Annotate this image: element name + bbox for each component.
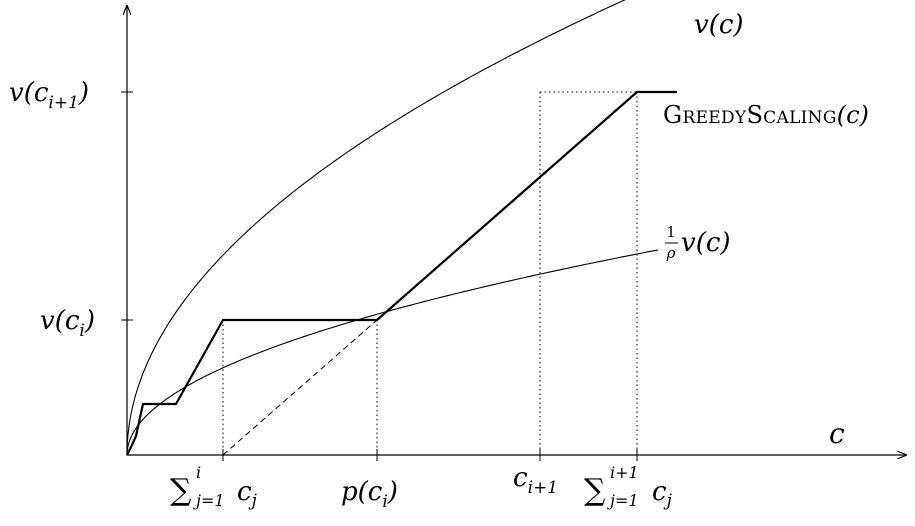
scaled-numerator: 1 — [666, 223, 676, 241]
sum-i-term: cj — [237, 477, 258, 511]
sum-i1-lower: j=1 — [607, 491, 639, 510]
sum-i1-term: cj — [652, 477, 673, 511]
sum-i-lower: j=1 — [193, 491, 225, 510]
scaled-rest: v(c) — [681, 228, 731, 258]
x-axis-label: c — [829, 417, 845, 450]
x-label-sum-i1: ∑ i+1 j=1 cj — [584, 463, 673, 511]
y-label-v-ci1: v(ci+1) — [9, 78, 89, 113]
x-label-p-ci: p(ci) — [341, 477, 398, 512]
label-v-c: v(c) — [694, 10, 744, 40]
sum-i-symbol: ∑ — [170, 473, 192, 508]
x-label-sum-i: ∑ i j=1 cj — [170, 463, 258, 511]
dotted-guides — [222, 91, 638, 455]
x-label-c-i1: ci+1 — [513, 463, 558, 498]
dashed-slope-line — [222, 319, 378, 456]
scaled-value-curve — [126, 249, 659, 456]
greedy-name: GreedyScaling — [663, 101, 837, 129]
label-greedy-scaling: GreedyScaling(c) — [663, 101, 869, 129]
greedy-scaling-path — [126, 90, 677, 456]
sum-i1-symbol: ∑ — [584, 473, 606, 508]
greedy-arg: (c) — [837, 101, 869, 129]
sum-i-upper: i — [196, 463, 201, 482]
scaled-denominator: ρ — [666, 244, 676, 262]
label-scaled-v: 1 ρ v(c) — [665, 223, 731, 262]
value-curve-v — [126, 0, 626, 456]
sum-i1-upper: i+1 — [610, 463, 639, 482]
y-label-v-ci: v(ci) — [40, 306, 95, 341]
